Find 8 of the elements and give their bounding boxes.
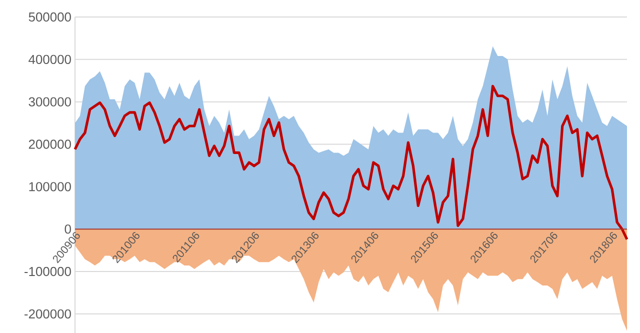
- y-tick-label: -200000: [24, 309, 71, 318]
- y-tick-label: -100000: [24, 266, 71, 276]
- y-tick-label: 500000: [28, 12, 71, 22]
- y-tick-label: 0: [64, 224, 71, 234]
- y-tick-label: 100000: [29, 182, 71, 192]
- y-tick-label: 400000: [28, 54, 71, 64]
- y-tick-label: 200000: [28, 140, 71, 149]
- y-tick-label: 300000: [28, 97, 71, 106]
